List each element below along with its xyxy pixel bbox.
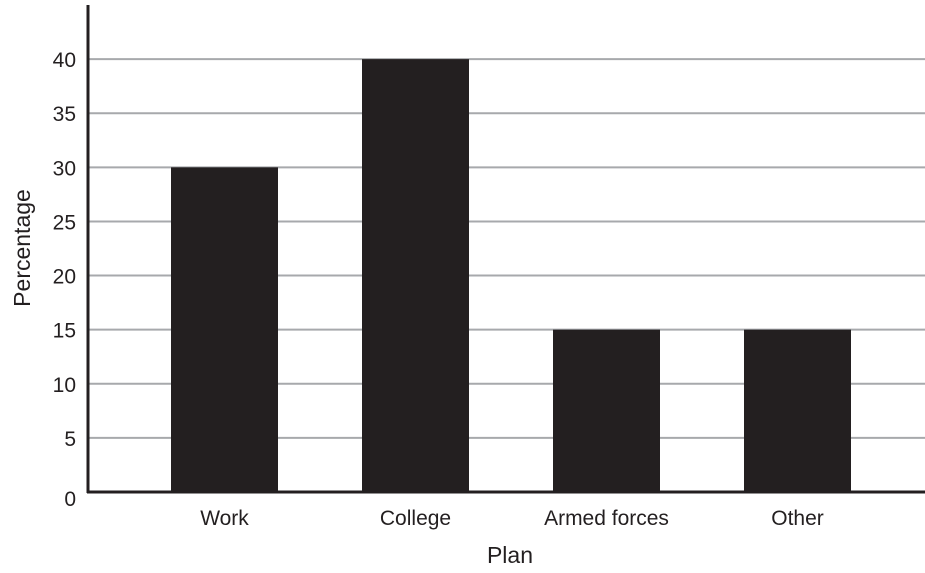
y-tick-label-30: 30 [53,157,76,180]
y-tick-label-0: 0 [64,488,76,511]
y-tick-label-40: 40 [53,49,76,72]
y-tick-label-15: 15 [53,320,76,343]
x-tick-labels: Work College Armed forces Other [200,507,824,530]
bar-other [744,329,851,492]
x-tick-label-work: Work [200,507,249,530]
y-tick-label-20: 20 [53,266,76,289]
x-tick-label-armed-forces: Armed forces [544,507,669,530]
x-tick-label-college: College [380,507,451,530]
y-tick-label-10: 10 [53,374,76,397]
axes [86,5,925,494]
bar-armed-forces [553,329,660,492]
y-tick-label-35: 35 [53,103,76,126]
y-axis-title: Percentage [9,189,35,307]
x-axis-title: Plan [487,542,533,568]
bar-college [362,59,469,492]
bars [171,59,851,493]
bar-work [171,167,278,493]
y-tick-label-25: 25 [53,211,76,234]
x-tick-label-other: Other [771,507,824,530]
y-tick-label-5: 5 [64,428,76,451]
y-tick-labels: 0 5 10 15 20 25 30 35 40 [53,49,76,511]
